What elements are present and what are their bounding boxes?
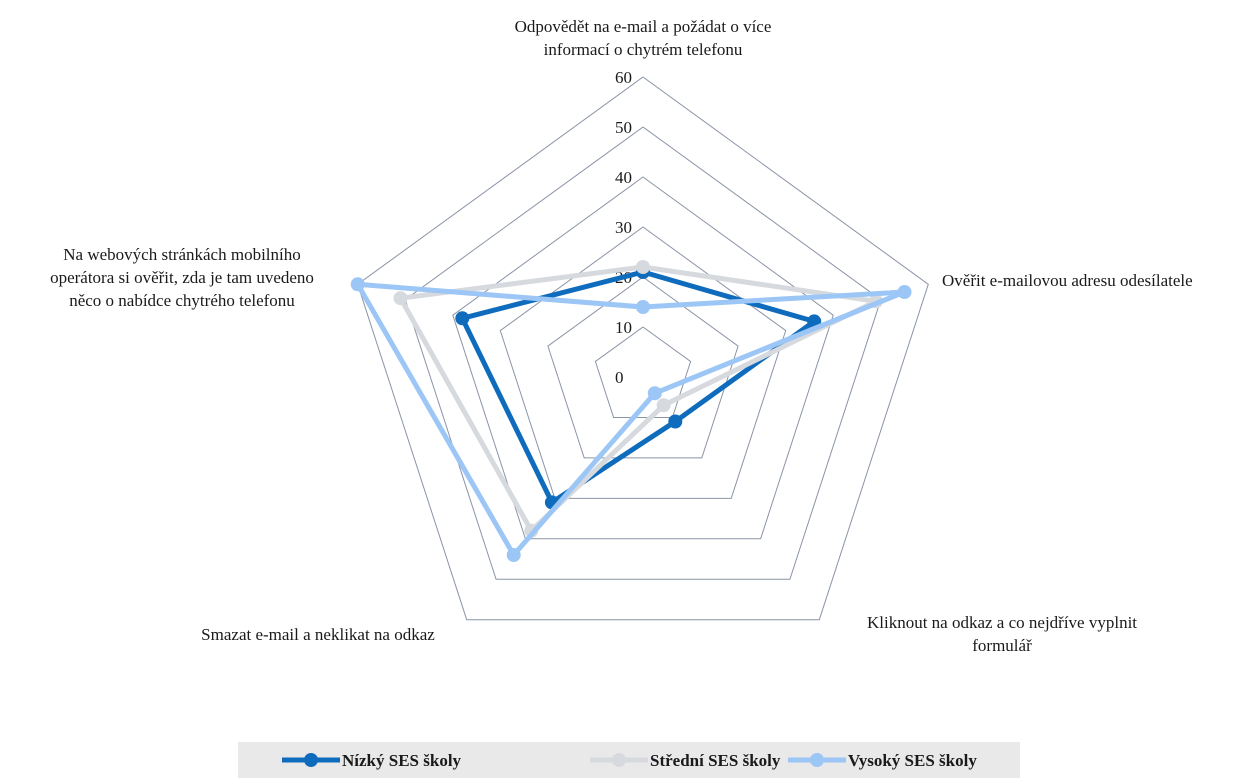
data-point	[897, 285, 912, 299]
series-2	[350, 277, 912, 562]
axis-label: Na webových stránkách mobilního	[63, 245, 300, 264]
data-point	[636, 260, 650, 274]
series-line	[459, 269, 817, 505]
radar-grid	[357, 76, 929, 621]
grid-ring	[547, 276, 739, 459]
tick-label: 0	[615, 368, 624, 387]
legend-label: Nízký SES školy	[342, 751, 462, 770]
data-point	[455, 311, 470, 326]
grid-ring	[499, 226, 787, 499]
legend: Nízký SES školy Střední SES školy Vysoký S…	[238, 742, 1020, 778]
data-series	[350, 260, 912, 562]
axis-label: Odpovědět na e-mail a požádat o více	[515, 17, 772, 36]
legend-label: Střední SES školy	[650, 751, 781, 770]
tick-label: 50	[615, 118, 632, 137]
grid-ring	[452, 176, 834, 540]
tick-label: 10	[615, 318, 632, 337]
axis-label: informací o chytrém telefonu	[544, 40, 743, 59]
data-point	[350, 277, 365, 292]
data-point	[656, 398, 671, 413]
series-1	[393, 260, 883, 538]
tick-label: 60	[615, 68, 632, 87]
tick-label: 40	[615, 168, 632, 187]
axis-label: Ověřit e-mailovou adresu odesílatele	[942, 271, 1193, 290]
axis-label: Smazat e-mail a neklikat na odkaz	[201, 625, 435, 644]
legend-swatch-marker	[810, 753, 824, 767]
axis-labels: Odpovědět na e-mail a požádat o více info…	[50, 17, 1193, 655]
axis-label: formulář	[972, 636, 1032, 655]
data-point	[636, 300, 650, 314]
data-point	[647, 386, 662, 401]
axis-label: něco o nabídce chytrého telefonu	[69, 291, 295, 310]
grid-ring	[404, 126, 882, 580]
axis-label: operátora si ověřit, zda je tam uvedeno	[50, 268, 314, 287]
grid-ring	[357, 76, 929, 621]
series-line	[355, 281, 907, 558]
tick-label: 30	[615, 218, 632, 237]
grid-ring	[594, 326, 692, 418]
data-point	[393, 291, 408, 306]
data-point	[668, 414, 683, 429]
legend-label: Vysoký SES školy	[848, 751, 977, 770]
legend-swatch-marker	[304, 753, 318, 767]
legend-swatch-marker	[612, 753, 626, 767]
axis-label: Kliknout na odkaz a co nejdříve vyplnit	[867, 613, 1137, 632]
data-point	[506, 548, 521, 562]
